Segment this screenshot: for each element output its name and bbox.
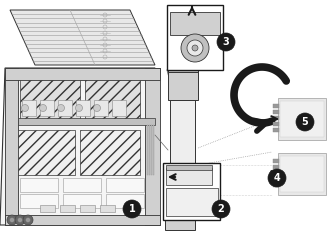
Polygon shape xyxy=(22,100,36,116)
Circle shape xyxy=(93,105,100,111)
Polygon shape xyxy=(5,68,18,225)
Polygon shape xyxy=(58,100,72,116)
Polygon shape xyxy=(106,194,144,208)
Polygon shape xyxy=(63,178,101,192)
Polygon shape xyxy=(280,101,324,137)
Polygon shape xyxy=(18,130,75,175)
Text: 3: 3 xyxy=(223,37,229,47)
Polygon shape xyxy=(18,118,155,125)
Polygon shape xyxy=(273,165,279,169)
Polygon shape xyxy=(112,100,126,116)
Polygon shape xyxy=(153,125,154,175)
Text: 5: 5 xyxy=(302,117,308,127)
Circle shape xyxy=(26,217,31,223)
Polygon shape xyxy=(149,125,150,175)
Circle shape xyxy=(7,215,17,225)
Polygon shape xyxy=(273,104,279,108)
Polygon shape xyxy=(280,156,324,192)
Circle shape xyxy=(23,215,33,225)
Circle shape xyxy=(76,105,83,111)
Polygon shape xyxy=(273,177,279,181)
Polygon shape xyxy=(170,100,195,193)
Text: 1: 1 xyxy=(129,204,135,214)
Polygon shape xyxy=(278,98,326,140)
FancyBboxPatch shape xyxy=(167,5,223,70)
Circle shape xyxy=(268,169,286,187)
Polygon shape xyxy=(10,10,155,65)
Polygon shape xyxy=(63,194,101,208)
Polygon shape xyxy=(145,68,160,225)
Polygon shape xyxy=(5,215,160,225)
Polygon shape xyxy=(106,178,144,192)
Polygon shape xyxy=(20,194,58,208)
Polygon shape xyxy=(40,100,54,116)
Polygon shape xyxy=(80,205,95,212)
Polygon shape xyxy=(273,183,279,187)
Polygon shape xyxy=(100,205,115,212)
Circle shape xyxy=(181,34,209,62)
Polygon shape xyxy=(165,195,195,230)
Polygon shape xyxy=(20,178,58,192)
Polygon shape xyxy=(40,205,55,212)
Polygon shape xyxy=(273,122,279,126)
Circle shape xyxy=(22,105,29,111)
Circle shape xyxy=(17,217,23,223)
Circle shape xyxy=(57,105,65,111)
Polygon shape xyxy=(273,110,279,114)
Circle shape xyxy=(9,217,14,223)
Text: 2: 2 xyxy=(218,204,224,214)
Polygon shape xyxy=(273,116,279,120)
Circle shape xyxy=(15,215,25,225)
Polygon shape xyxy=(273,128,279,132)
FancyBboxPatch shape xyxy=(163,163,220,220)
Polygon shape xyxy=(278,153,326,195)
Polygon shape xyxy=(166,165,212,170)
Circle shape xyxy=(123,200,141,218)
Polygon shape xyxy=(168,55,198,72)
Polygon shape xyxy=(168,70,198,100)
Circle shape xyxy=(187,40,203,56)
Polygon shape xyxy=(76,100,90,116)
Polygon shape xyxy=(20,80,80,120)
Polygon shape xyxy=(170,12,220,35)
Polygon shape xyxy=(166,168,212,185)
Polygon shape xyxy=(0,68,160,225)
Polygon shape xyxy=(273,171,279,175)
Polygon shape xyxy=(166,188,218,216)
Polygon shape xyxy=(85,80,140,120)
Circle shape xyxy=(192,45,198,51)
Polygon shape xyxy=(5,68,160,80)
Polygon shape xyxy=(147,125,148,175)
Circle shape xyxy=(296,113,314,131)
Text: 4: 4 xyxy=(274,173,280,183)
Circle shape xyxy=(212,200,230,218)
Circle shape xyxy=(40,105,46,111)
Polygon shape xyxy=(80,130,140,175)
Polygon shape xyxy=(151,125,152,175)
Circle shape xyxy=(217,33,235,51)
Polygon shape xyxy=(94,100,108,116)
Polygon shape xyxy=(273,159,279,163)
Polygon shape xyxy=(60,205,75,212)
